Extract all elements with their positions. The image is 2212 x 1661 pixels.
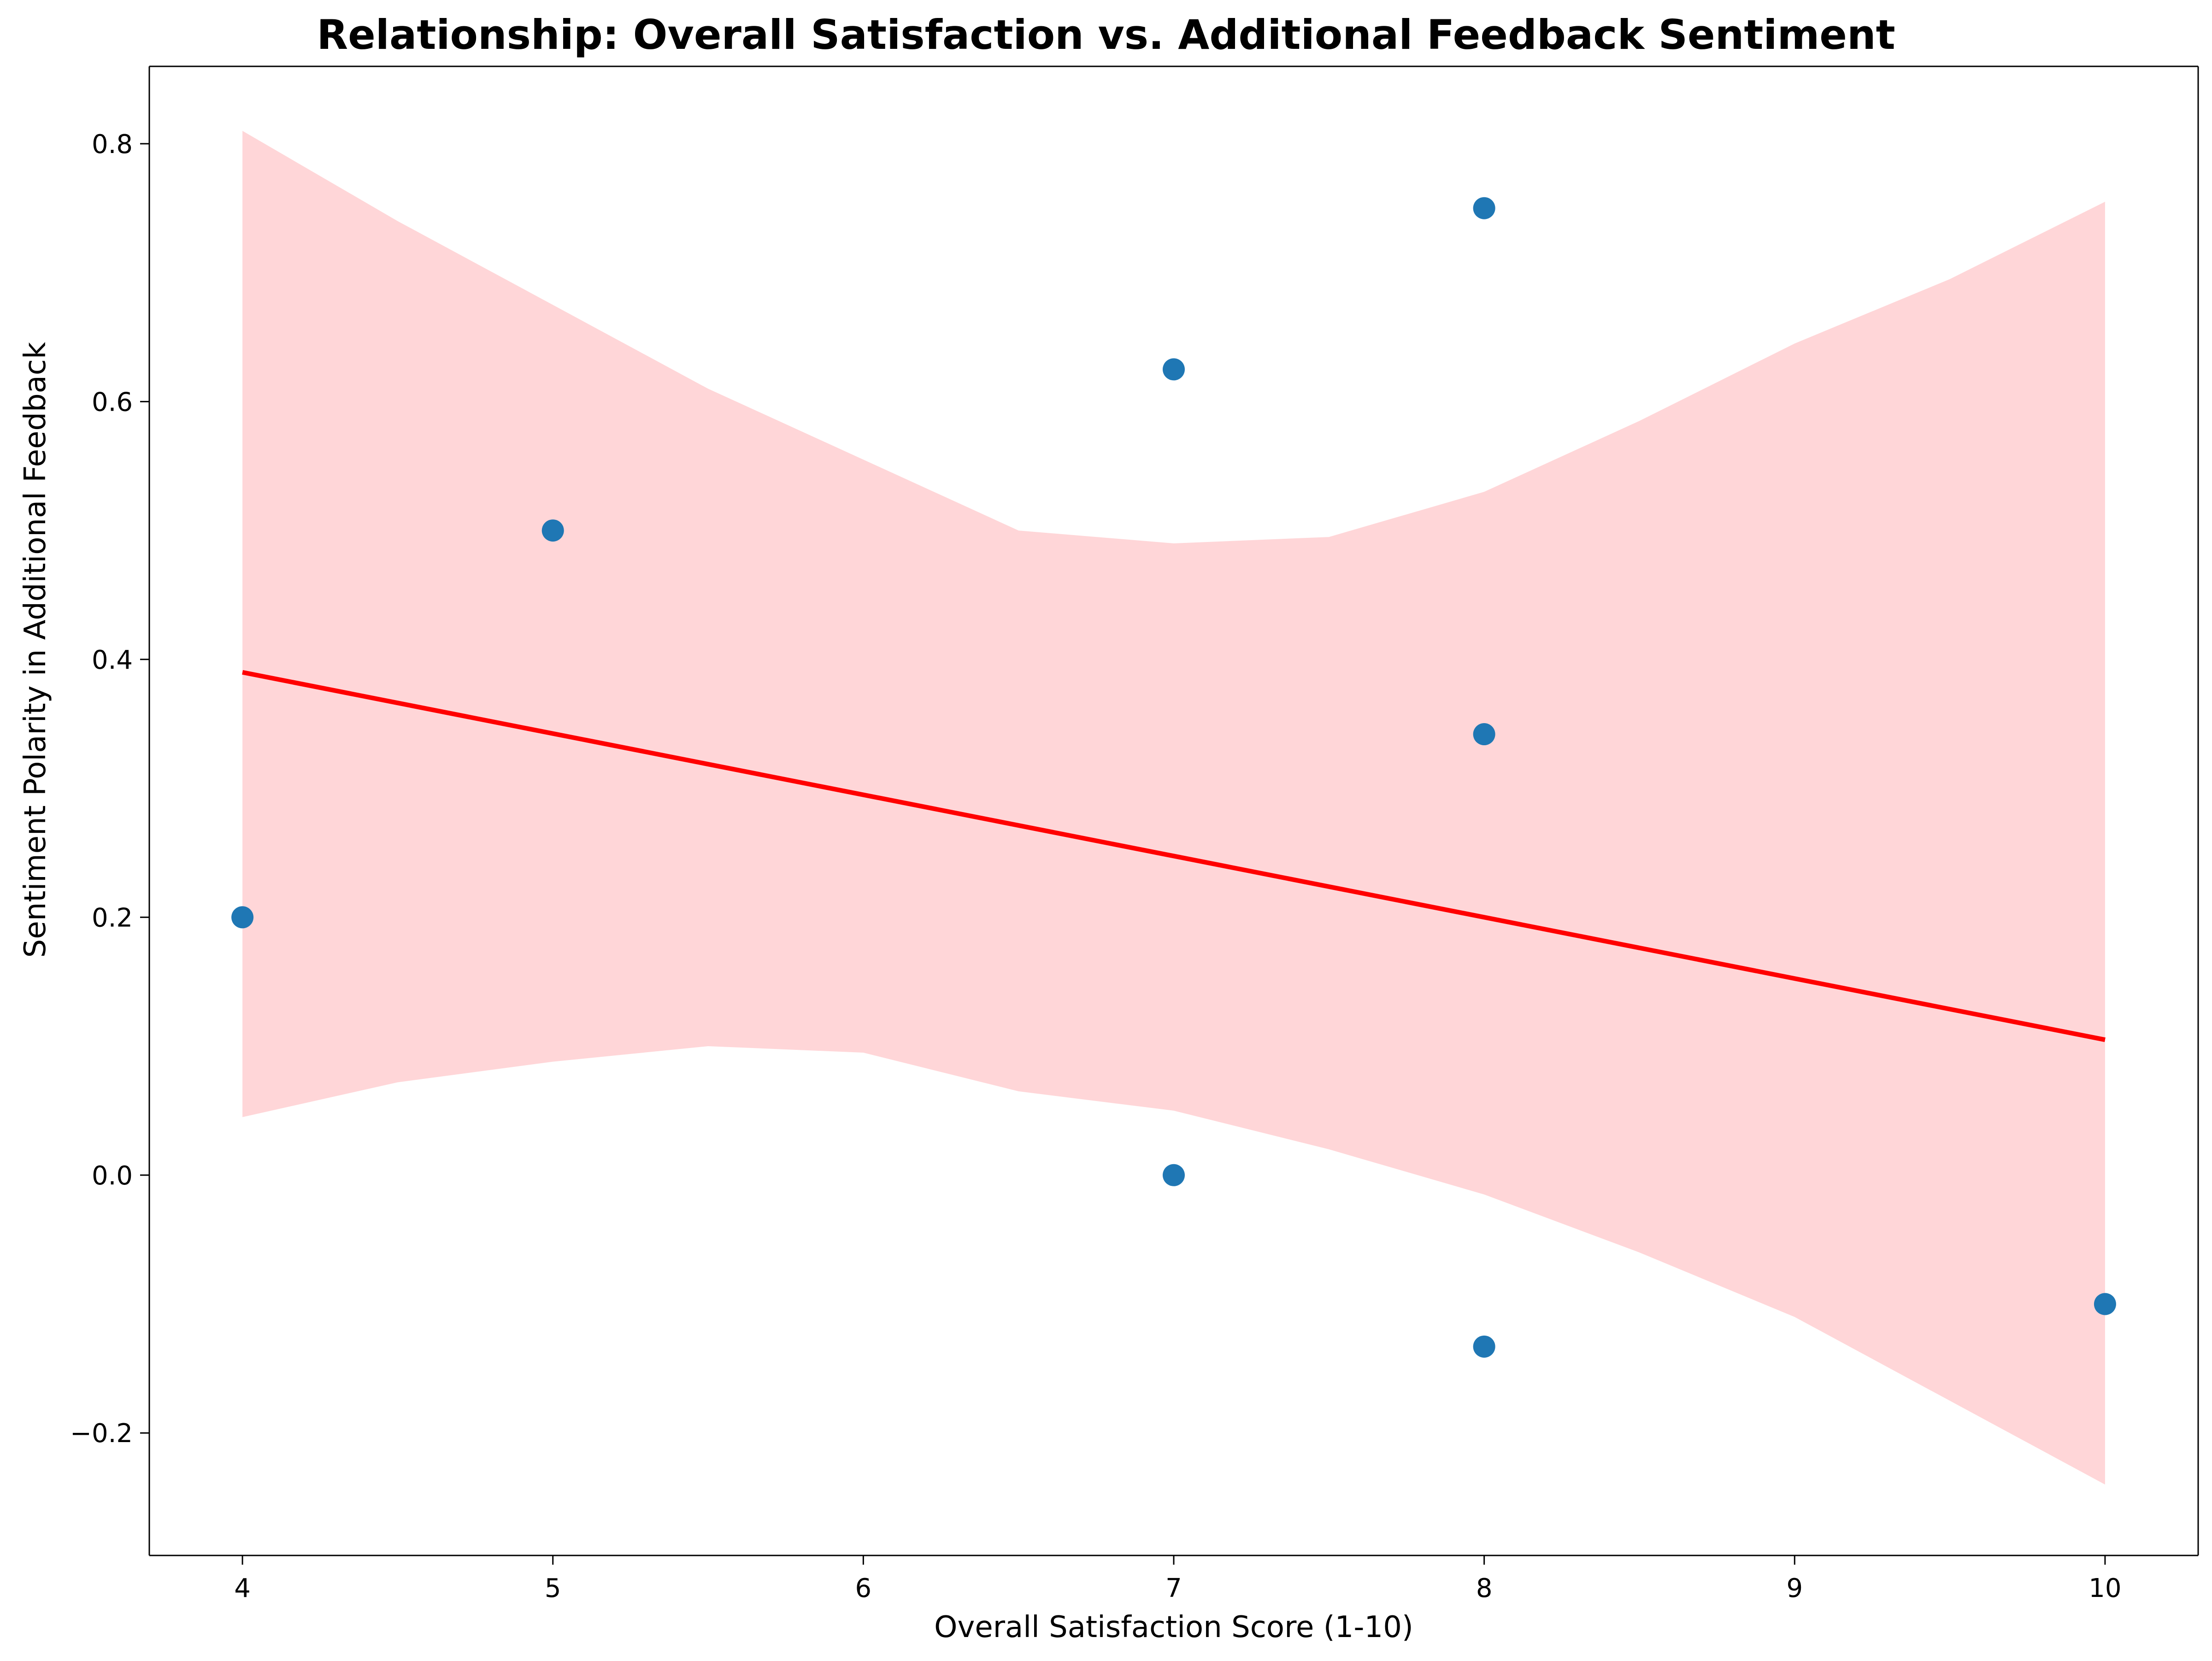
y-tick-label-3: 0.4 [92, 645, 133, 675]
data-point-7 [1473, 1335, 1495, 1358]
confidence-band [242, 130, 2105, 1485]
data-point-6 [1473, 723, 1495, 746]
y-tick-label-0: −0.2 [70, 1419, 133, 1449]
plot-area [231, 130, 2116, 1485]
x-axis-label: Overall Satisfaction Score (1-10) [934, 1610, 1413, 1644]
x-tick-label-6: 6 [855, 1573, 872, 1603]
data-point-4 [1163, 1164, 1185, 1186]
x-tick-label-10: 10 [2088, 1573, 2121, 1603]
y-tick-label-4: 0.6 [92, 387, 133, 417]
y-tick-label-2: 0.2 [92, 903, 133, 933]
regression-line [242, 670, 2106, 1042]
x-tick-label-8: 8 [1476, 1573, 1493, 1603]
data-point-5 [1473, 197, 1495, 219]
data-point-1 [231, 906, 254, 929]
chart-title: Relationship: Overall Satisfaction vs. A… [317, 11, 1895, 59]
data-point-3 [1163, 358, 1185, 381]
data-point-8 [2094, 1293, 2116, 1315]
x-tick-label-9: 9 [1786, 1573, 1803, 1603]
x-tick-label-4: 4 [234, 1573, 251, 1603]
y-tick-label-5: 0.8 [92, 130, 133, 159]
data-point-2 [541, 519, 564, 542]
x-tick-label-5: 5 [545, 1573, 561, 1603]
axes: 4 5 6 7 8 9 10 −0.2 0.0 0.2 0.4 0.6 0.8 [70, 65, 2199, 1603]
y-tick-label-1: 0.0 [92, 1161, 133, 1191]
x-tick-label-7: 7 [1165, 1573, 1182, 1603]
y-axis-label: Sentiment Polarity in Additional Feedbac… [18, 342, 53, 958]
